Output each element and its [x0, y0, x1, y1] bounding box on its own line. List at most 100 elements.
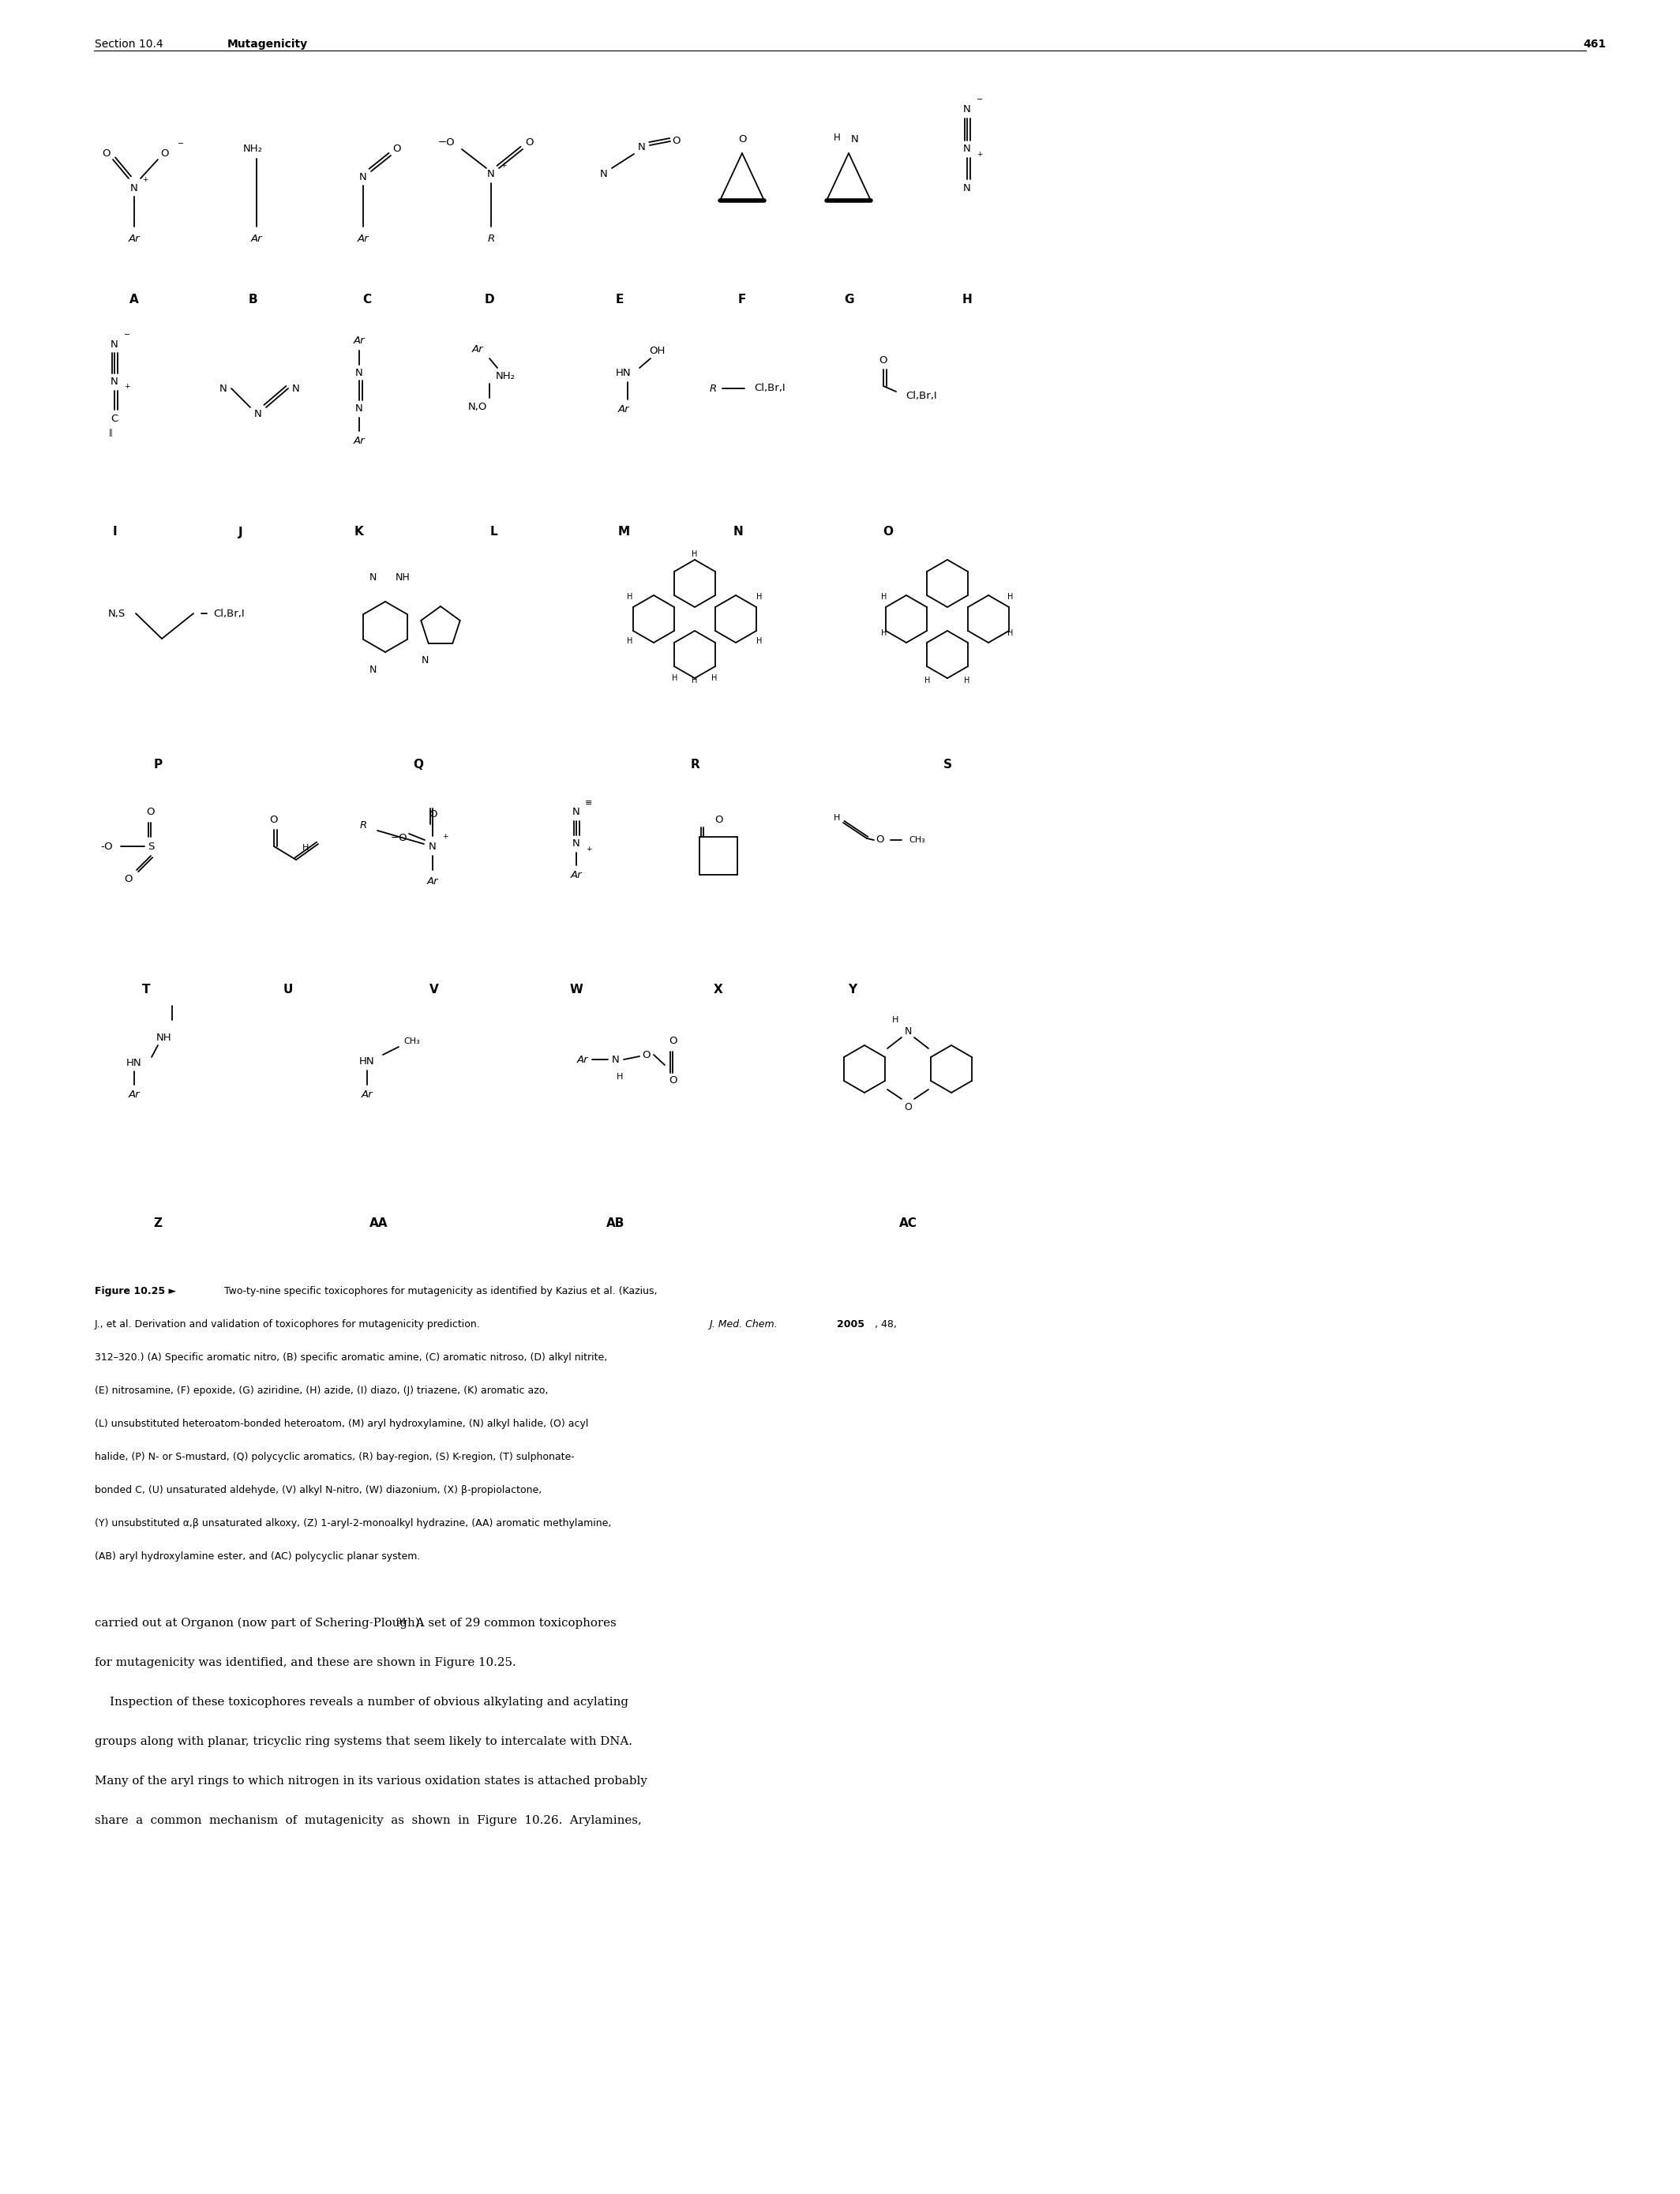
Text: (Y) unsubstituted α,β unsaturated alkoxy, (Z) 1-aryl-2-monoalkyl hydrazine, (AA): (Y) unsubstituted α,β unsaturated alkoxy… [94, 1518, 612, 1529]
Text: Ar: Ar [353, 336, 365, 347]
Text: H: H [756, 592, 763, 601]
Text: −: − [178, 140, 185, 147]
Text: O: O [672, 136, 680, 147]
Text: O: O [524, 138, 533, 147]
Text: (E) nitrosamine, (F) epoxide, (G) aziridine, (H) azide, (I) diazo, (J) triazene,: (E) nitrosamine, (F) epoxide, (G) azirid… [94, 1387, 548, 1395]
Text: +: + [143, 176, 148, 182]
Text: AC: AC [899, 1218, 917, 1229]
Text: +: + [442, 834, 449, 840]
Text: Ar: Ar [250, 233, 262, 244]
Text: B: B [249, 294, 257, 305]
Text: Ar: Ar [128, 233, 139, 244]
Text: Section 10.4: Section 10.4 [94, 39, 170, 50]
Text: N: N [370, 665, 376, 676]
Text: bonded C, (U) unsaturated aldehyde, (V) alkyl N-nitro, (W) diazonium, (X) β-prop: bonded C, (U) unsaturated aldehyde, (V) … [94, 1485, 541, 1496]
Text: groups along with planar, tricyclic ring systems that seem likely to intercalate: groups along with planar, tricyclic ring… [94, 1735, 632, 1746]
Text: O: O [124, 875, 133, 884]
Text: O: O [393, 145, 402, 154]
Text: O: O [884, 527, 894, 538]
Text: N: N [422, 654, 428, 665]
Text: CH₃: CH₃ [909, 836, 926, 845]
Text: R: R [709, 384, 717, 393]
Text: +: + [124, 384, 129, 391]
Text: 461: 461 [1583, 39, 1606, 50]
Text: A set of 29 common toxicophores: A set of 29 common toxicophores [412, 1617, 617, 1628]
Text: −O: −O [390, 834, 407, 842]
Text: H: H [712, 674, 717, 682]
Text: H: H [692, 551, 697, 557]
Text: N: N [600, 169, 608, 180]
Text: H: H [672, 674, 679, 682]
Text: P: P [153, 759, 163, 770]
Text: Ar: Ar [128, 1088, 139, 1099]
Text: N: N [573, 807, 580, 818]
Text: −O: −O [437, 138, 455, 147]
Text: H: H [892, 1016, 899, 1025]
Text: N: N [111, 377, 118, 388]
Text: N: N [573, 838, 580, 849]
Text: Cl,Br,I: Cl,Br,I [213, 608, 245, 619]
Text: N: N [638, 143, 645, 154]
Text: +: + [501, 162, 507, 169]
Text: N: N [131, 184, 138, 193]
Text: H: H [833, 814, 840, 823]
Text: Ar: Ar [618, 404, 630, 415]
Text: Mutagenicity: Mutagenicity [227, 39, 307, 50]
Text: Cl,Br,I: Cl,Br,I [754, 384, 785, 393]
Text: Ar: Ar [427, 875, 438, 886]
Text: J., et al. Derivation and validation of toxicophores for mutagenicity prediction: J., et al. Derivation and validation of … [94, 1319, 484, 1330]
Text: X: X [714, 985, 722, 996]
Text: R: R [360, 821, 366, 832]
Text: Y: Y [848, 985, 857, 996]
Text: N: N [356, 369, 363, 377]
Text: for mutagenicity was identified, and these are shown in Figure 10.25.: for mutagenicity was identified, and the… [94, 1656, 516, 1667]
Text: N: N [111, 340, 118, 349]
Text: K: K [354, 527, 365, 538]
Text: D: D [484, 294, 494, 305]
Text: N: N [360, 171, 366, 182]
Text: ∥: ∥ [109, 428, 113, 437]
Text: O: O [146, 807, 155, 818]
Text: Ar: Ar [361, 1088, 373, 1099]
Text: (AB) aryl hydroxylamine ester, and (AC) polycyclic planar system.: (AB) aryl hydroxylamine ester, and (AC) … [94, 1551, 420, 1562]
Text: O: O [160, 147, 168, 158]
Text: H: H [964, 676, 969, 685]
Text: N: N [732, 527, 743, 538]
Text: N: N [292, 384, 301, 393]
Text: H: H [692, 676, 697, 685]
Text: HN: HN [617, 369, 632, 377]
Text: N,O: N,O [469, 402, 487, 412]
Text: N: N [852, 134, 858, 145]
Text: O: O [669, 1036, 677, 1047]
Text: HN: HN [126, 1058, 141, 1068]
Text: N,S: N,S [108, 608, 126, 619]
Text: G: G [843, 294, 853, 305]
Text: N: N [963, 105, 971, 114]
Text: NH₂: NH₂ [244, 145, 262, 154]
Text: Figure 10.25 ►: Figure 10.25 ► [94, 1286, 176, 1297]
Text: N: N [220, 384, 227, 393]
Text: R: R [487, 233, 494, 244]
Text: CH₃: CH₃ [403, 1038, 420, 1044]
Text: , 48,: , 48, [875, 1319, 897, 1330]
Text: O: O [904, 1101, 912, 1112]
Text: O: O [738, 134, 746, 145]
Text: N: N [963, 184, 971, 193]
Text: H: H [756, 636, 763, 645]
Text: N: N [370, 573, 376, 584]
Text: S: S [942, 759, 951, 770]
Text: OH: OH [648, 344, 665, 355]
Text: NH₂: NH₂ [496, 371, 516, 382]
Text: carried out at Organon (now part of Schering-Plough).: carried out at Organon (now part of Sche… [94, 1617, 423, 1628]
Text: H: H [924, 676, 931, 685]
Text: Ar: Ar [358, 233, 370, 244]
Text: O: O [428, 810, 437, 821]
Text: O: O [875, 836, 884, 845]
Text: AB: AB [606, 1218, 625, 1229]
Text: O: O [714, 814, 722, 825]
Text: H: H [963, 294, 973, 305]
Text: H: H [833, 132, 840, 143]
Text: 2005: 2005 [837, 1319, 865, 1330]
Text: Ar: Ar [472, 344, 484, 353]
Text: O: O [642, 1049, 650, 1060]
